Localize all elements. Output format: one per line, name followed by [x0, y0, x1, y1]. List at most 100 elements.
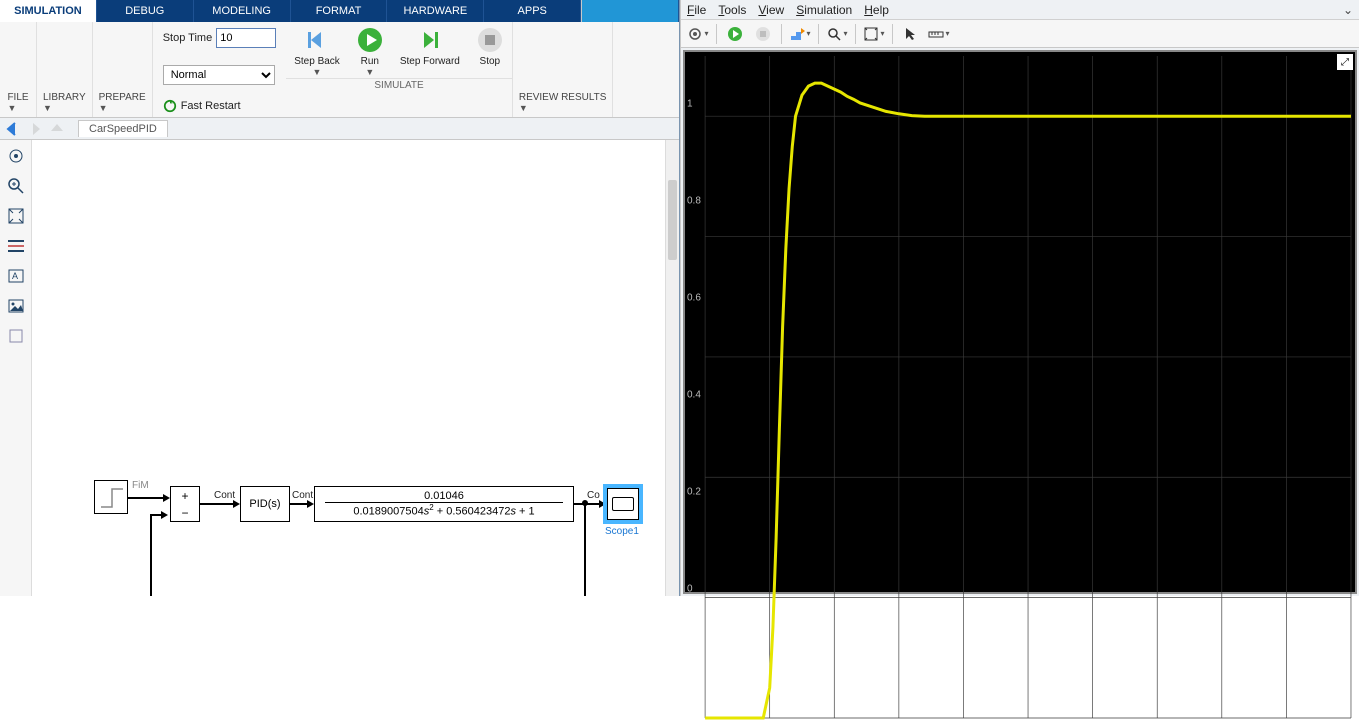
- ribbon-library[interactable]: LIBRARY▼: [37, 22, 93, 117]
- ruler-icon: [928, 26, 944, 42]
- cursor-icon: [903, 26, 919, 42]
- menu-file[interactable]: FFileile: [687, 3, 706, 17]
- ribbon: FILE▼ LIBRARY▼ PREPARE▼ Stop Time Normal…: [0, 22, 679, 118]
- run-button[interactable]: Run▼: [348, 22, 392, 78]
- wire: [128, 497, 166, 499]
- stop-time-label: Stop Time: [163, 32, 213, 44]
- signal-label: Cont: [214, 490, 235, 501]
- tab-modeling[interactable]: MODELING: [194, 0, 291, 22]
- cursor-button[interactable]: [898, 23, 924, 45]
- plot-frame: ⤢ 00.20.40.60.81: [683, 50, 1357, 594]
- ribbon-prepare[interactable]: PREPARE▼: [93, 22, 153, 117]
- signal-label: Co: [587, 490, 600, 501]
- tab-format[interactable]: FORMAT: [291, 0, 388, 22]
- nav-back-button[interactable]: [4, 120, 22, 138]
- tab-debug[interactable]: DEBUG: [97, 0, 194, 22]
- arrow-icon: [161, 511, 168, 519]
- step-forward-icon: [416, 26, 444, 54]
- library-label: LIBRARY: [43, 92, 86, 103]
- autoscale-icon: [863, 26, 879, 42]
- ytick-label: 1: [687, 98, 693, 109]
- tab-simulation[interactable]: SIMULATION: [0, 0, 97, 22]
- menu-tools[interactable]: Tools: [718, 3, 746, 17]
- stop-time-input[interactable]: [216, 28, 276, 48]
- prepare-label: PREPARE: [99, 92, 146, 103]
- wire: [150, 514, 152, 596]
- zoom-icon: [826, 26, 842, 42]
- ribbon-simulate-settings: Stop Time Normal Fast Restart: [153, 22, 287, 117]
- dock-icon[interactable]: ⌄: [1343, 3, 1353, 17]
- ytick-label: 0.8: [687, 195, 701, 206]
- menu-help[interactable]: Help: [864, 3, 889, 17]
- wire: [200, 503, 236, 505]
- step-back-button[interactable]: Step Back▼: [286, 22, 348, 78]
- menu-view[interactable]: View: [758, 3, 784, 17]
- stop-icon: [755, 26, 771, 42]
- wire: [574, 503, 602, 505]
- model-browser-icon[interactable]: [6, 236, 26, 256]
- fast-restart-icon: [163, 99, 177, 113]
- ribbon-file[interactable]: FILE▼: [0, 22, 37, 117]
- image-icon[interactable]: [6, 296, 26, 316]
- settings-button[interactable]: ▾: [685, 23, 711, 45]
- model-tab[interactable]: CarSpeedPID: [78, 120, 168, 137]
- simulation-mode-select[interactable]: Normal: [163, 65, 275, 85]
- zoom-icon[interactable]: [6, 176, 26, 196]
- tab-apps[interactable]: APPS: [484, 0, 581, 22]
- step-forward-label: Step Forward: [400, 56, 460, 67]
- fast-restart-label: Fast Restart: [181, 100, 241, 112]
- tab-hardware[interactable]: HARDWARE: [387, 0, 484, 22]
- canvas-area: A FiM + − Cont PID(s): [0, 140, 679, 596]
- run-label: Run▼: [361, 56, 379, 78]
- scope-icon: [612, 497, 634, 511]
- nav-up-button[interactable]: [48, 120, 66, 138]
- scroll-thumb[interactable]: [668, 180, 677, 260]
- block-pid[interactable]: PID(s): [240, 486, 290, 522]
- fast-restart-button[interactable]: Fast Restart: [159, 99, 281, 113]
- simulate-buttons: Step Back▼ Run▼ Step Forward Stop: [286, 22, 512, 78]
- palette: A: [0, 140, 32, 596]
- stop-button[interactable]: [750, 23, 776, 45]
- autoscale-badge[interactable]: ⤢: [1337, 54, 1353, 70]
- plot-area[interactable]: ⤢ 00.20.40.60.81: [685, 52, 1355, 592]
- fit-icon[interactable]: [6, 206, 26, 226]
- ytick-label: 0.2: [687, 486, 701, 497]
- annotation-icon[interactable]: A: [6, 266, 26, 286]
- menu-simulation[interactable]: Simulation: [796, 3, 852, 17]
- tf-numerator: 0.01046: [424, 490, 464, 502]
- target-icon[interactable]: [6, 146, 26, 166]
- step-block-label: FiM: [132, 480, 149, 491]
- zoom-button[interactable]: ▾: [824, 23, 850, 45]
- step-button[interactable]: ▾: [787, 23, 813, 45]
- block-scope[interactable]: [607, 488, 639, 520]
- stop-icon: [476, 26, 504, 54]
- pid-text: PID(s): [249, 498, 280, 510]
- toolstrip-tabs: SIMULATION DEBUG MODELING FORMAT HARDWAR…: [0, 0, 679, 22]
- block-sum[interactable]: + −: [170, 486, 200, 522]
- stop-button[interactable]: Stop: [468, 22, 512, 78]
- svg-text:A: A: [12, 271, 18, 281]
- autoscale-button[interactable]: ▾: [861, 23, 887, 45]
- review-label: REVIEW RESULTS: [519, 92, 607, 103]
- file-label: FILE: [7, 92, 28, 103]
- run-button[interactable]: [722, 23, 748, 45]
- block-step[interactable]: [94, 480, 128, 514]
- arrow-icon: [163, 494, 170, 502]
- nav-forward-button[interactable]: [26, 120, 44, 138]
- canvas-scrollbar[interactable]: [665, 140, 679, 596]
- step-back-icon: [303, 26, 331, 54]
- tf-denominator: 0.0189007504s2 + 0.560423472s + 1: [353, 503, 534, 518]
- measure-button[interactable]: ▾: [926, 23, 952, 45]
- chevron-down-icon: ▼: [43, 103, 86, 113]
- play-icon: [356, 26, 384, 54]
- chevron-down-icon: ▼: [519, 103, 607, 113]
- step-forward-button[interactable]: Step Forward: [392, 22, 468, 78]
- nav-bar: CarSpeedPID: [0, 118, 679, 140]
- gear-icon: [687, 26, 703, 42]
- canvas[interactable]: FiM + − Cont PID(s) Cont 0.0104: [32, 140, 679, 596]
- simulate-section-label: SIMULATE: [286, 78, 512, 92]
- ytick-label: 0.6: [687, 292, 701, 303]
- ribbon-review-results[interactable]: REVIEW RESULTS▼: [513, 22, 614, 117]
- block-transfer-fcn[interactable]: 0.01046 0.0189007504s2 + 0.560423472s + …: [314, 486, 574, 522]
- area-icon[interactable]: [6, 326, 26, 346]
